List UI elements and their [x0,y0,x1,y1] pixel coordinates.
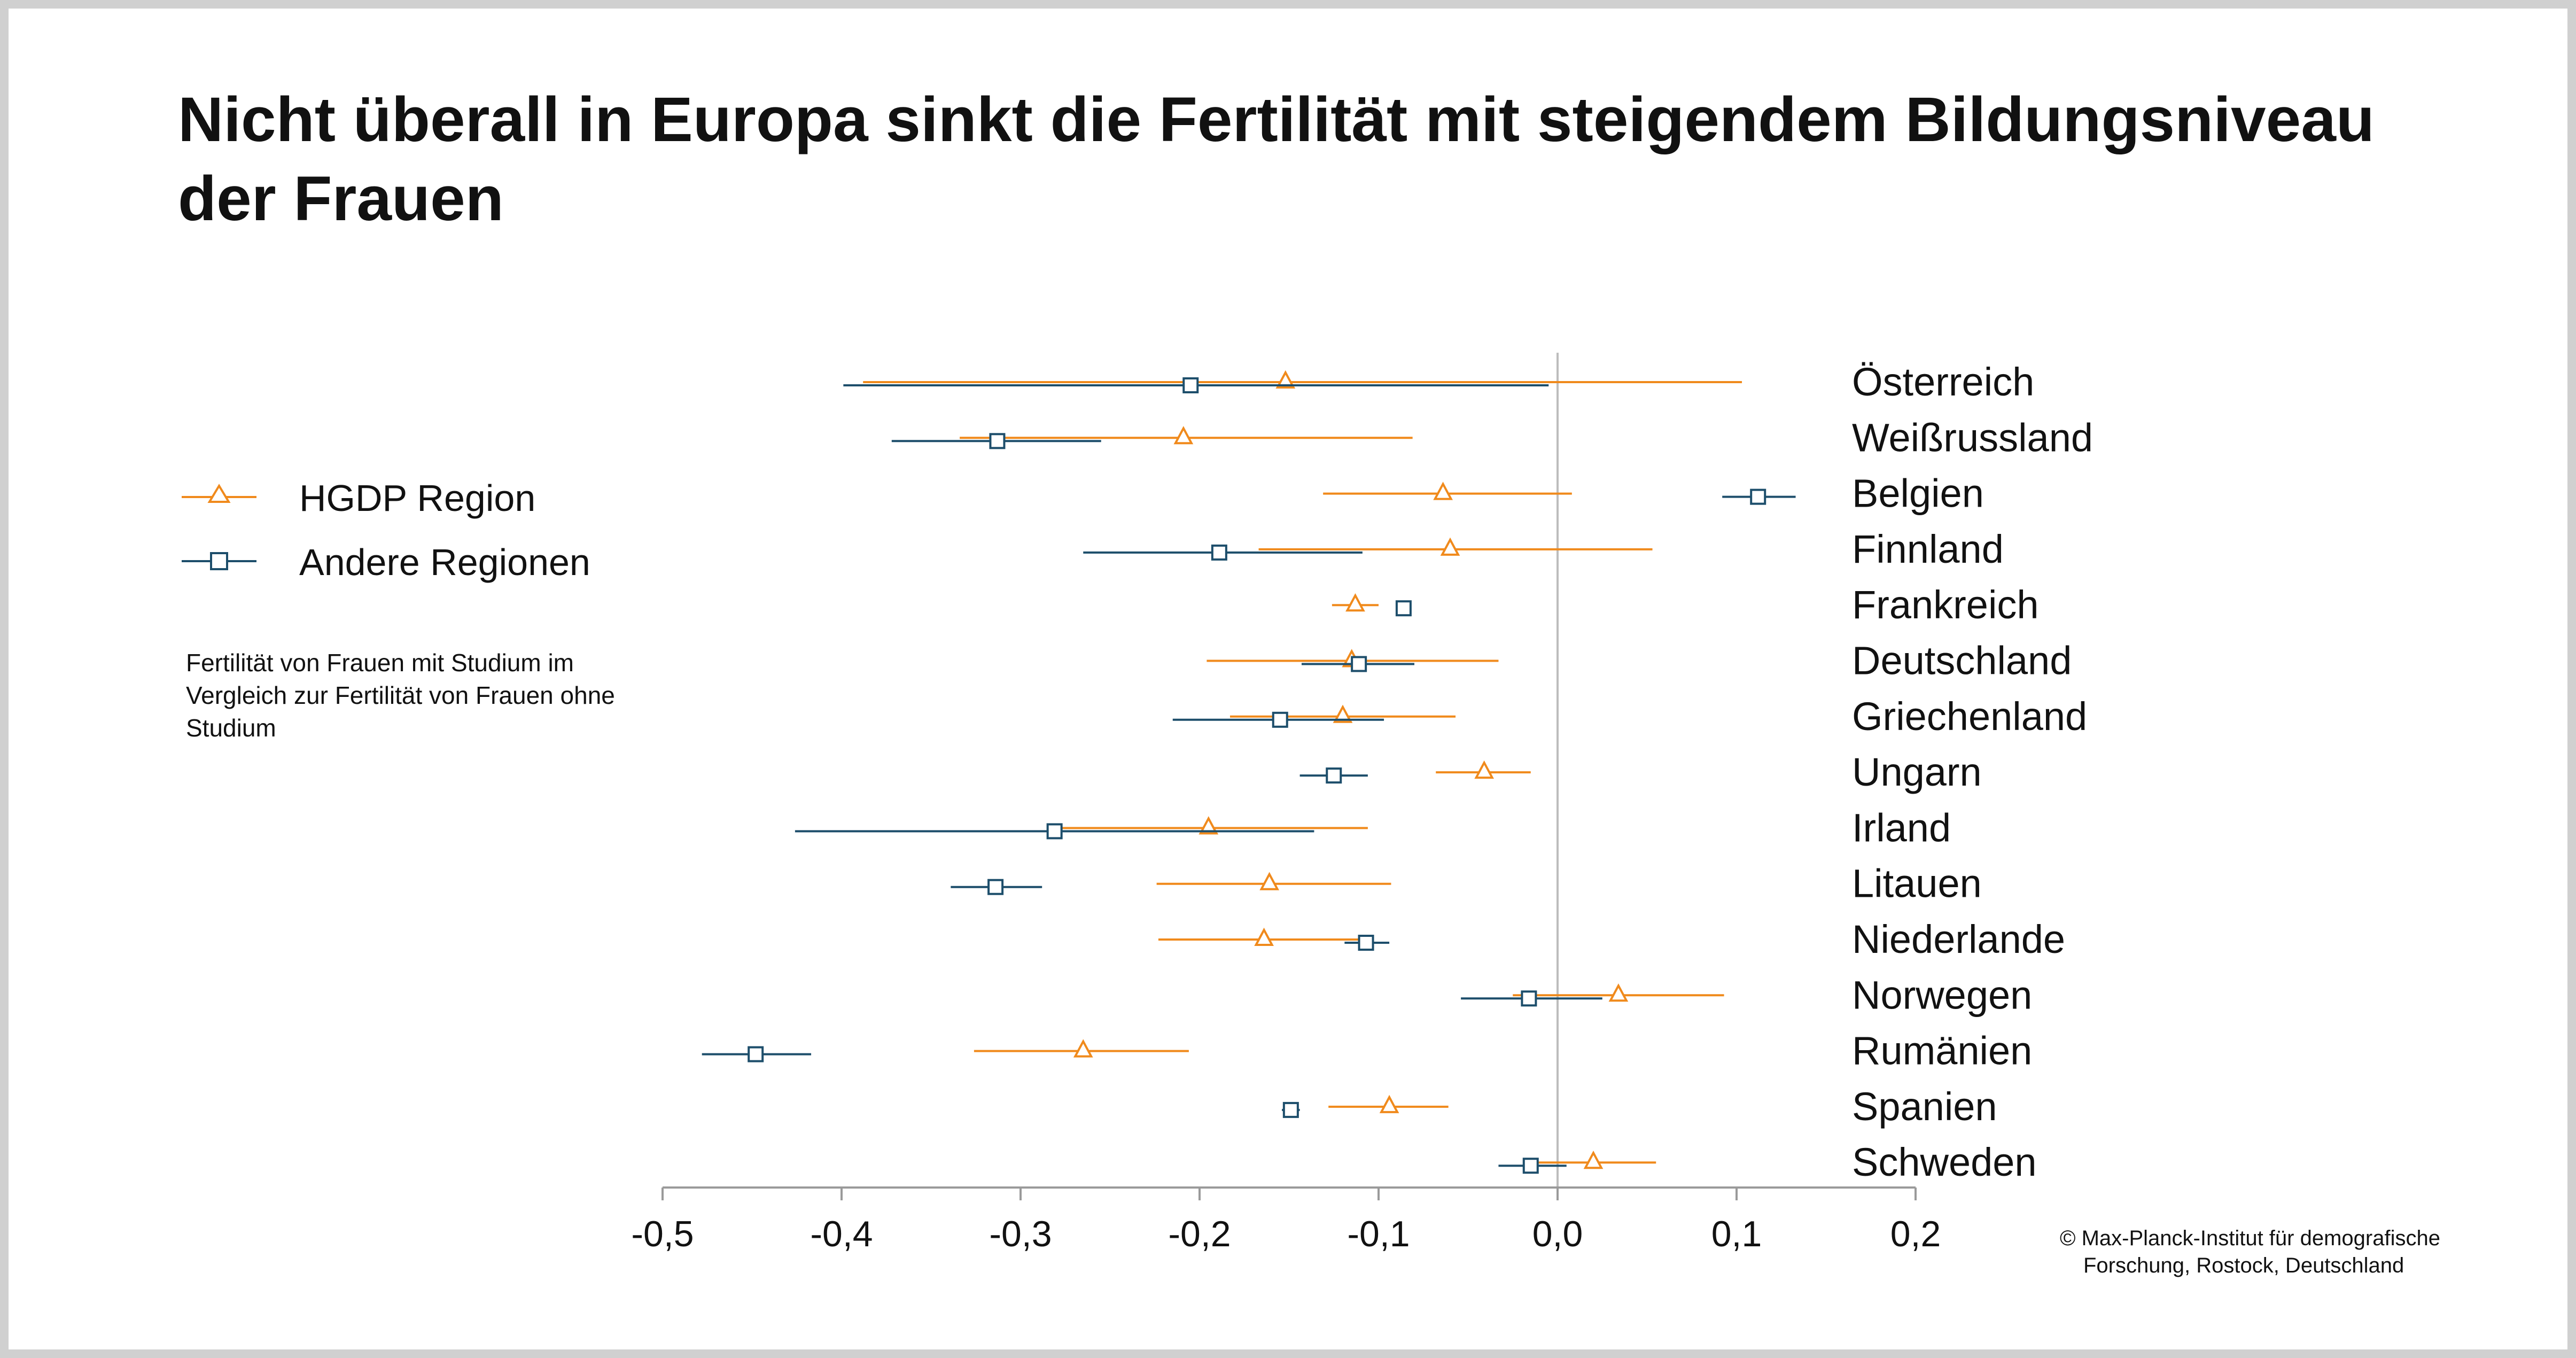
country-label: Weißrussland [1852,415,2093,460]
hgdp-point-marker [1198,816,1219,835]
country-label: Deutschland [1852,639,2072,683]
hgdp-point-marker [1474,760,1494,779]
other-point-marker [1395,600,1412,617]
other-point-marker [1358,935,1374,951]
hgdp-point-marker [1275,370,1296,389]
country-label: Frankreich [1852,583,2039,627]
square-marker-icon [182,552,256,570]
other-point-marker [1326,767,1342,784]
country-label: Österreich [1852,360,2034,404]
legend: HGDP Region Andere Regionen [182,470,663,599]
x-tick-label: 0,1 [1711,1214,1762,1254]
chart-title: Nicht überall in Europa sinkt die Fertil… [178,84,2375,234]
other-point-marker [989,433,1006,449]
x-tick-label: -0,3 [989,1214,1052,1254]
country-label: Litauen [1852,862,1982,906]
country-label: Belgien [1852,471,1984,516]
hgdp-point-marker [1583,1150,1604,1169]
hgdp-point-marker [1379,1095,1399,1113]
hgdp-point-marker [1433,482,1453,500]
x-tick-label: 0,2 [1890,1214,1941,1254]
country-label: Niederlande [1852,917,2065,961]
copyright-notice: © Max-Planck-Institut für demografische … [2060,1225,2541,1279]
hgdp-point-marker [1345,593,1365,612]
country-label: Rumänien [1852,1029,2032,1073]
country-label: Spanien [1852,1084,1997,1129]
x-tick-label: -0,1 [1347,1214,1410,1254]
other-point-marker [1351,656,1367,672]
axis-description-note: Fertilität von Frauen mit Studium im Ver… [186,649,615,742]
chart-frame [9,9,2567,1349]
copyright-line-1: © Max-Planck-Institut für demografische [2060,1227,2440,1250]
legend-item-other: Andere Regionen [182,534,663,599]
hgdp-point-marker [1608,983,1629,1002]
other-point-marker [1211,544,1227,561]
x-tick-label: -0,2 [1168,1214,1231,1254]
hgdp-point-marker [1259,872,1279,890]
x-tick-label: 0,0 [1532,1214,1583,1254]
other-point-marker [1272,711,1288,728]
other-point-marker [1182,377,1199,393]
legend-item-hgdp: HGDP Region [182,470,663,534]
hgdp-point-marker [1333,704,1353,723]
other-point-marker [1282,1101,1299,1118]
hgdp-point-marker [1073,1039,1093,1058]
other-point-marker [748,1046,764,1062]
triangle-marker-icon [182,484,256,503]
other-point-marker [1521,990,1537,1007]
x-tick-label: -0,4 [810,1214,873,1254]
legend-label-hgdp: HGDP Region [299,477,536,519]
country-label: Irland [1852,805,1951,850]
x-tick-label: -0,5 [631,1214,694,1254]
copyright-line-2: Forschung, Rostock, Deutschland [2083,1254,2404,1277]
other-point-marker [1046,823,1063,840]
country-label: Schweden [1852,1140,2037,1184]
other-point-marker [1522,1158,1539,1174]
hgdp-point-marker [1173,426,1194,445]
legend-label-other: Andere Regionen [299,541,590,583]
hgdp-point-marker [1440,537,1460,556]
country-label: Norwegen [1852,973,2032,1017]
other-point-marker [1750,488,1766,505]
country-label: Ungarn [1852,750,1982,794]
country-label: Finnland [1852,527,2004,571]
hgdp-point-marker [1254,927,1274,946]
country-label: Griechenland [1852,694,2087,739]
other-point-marker [987,879,1004,895]
